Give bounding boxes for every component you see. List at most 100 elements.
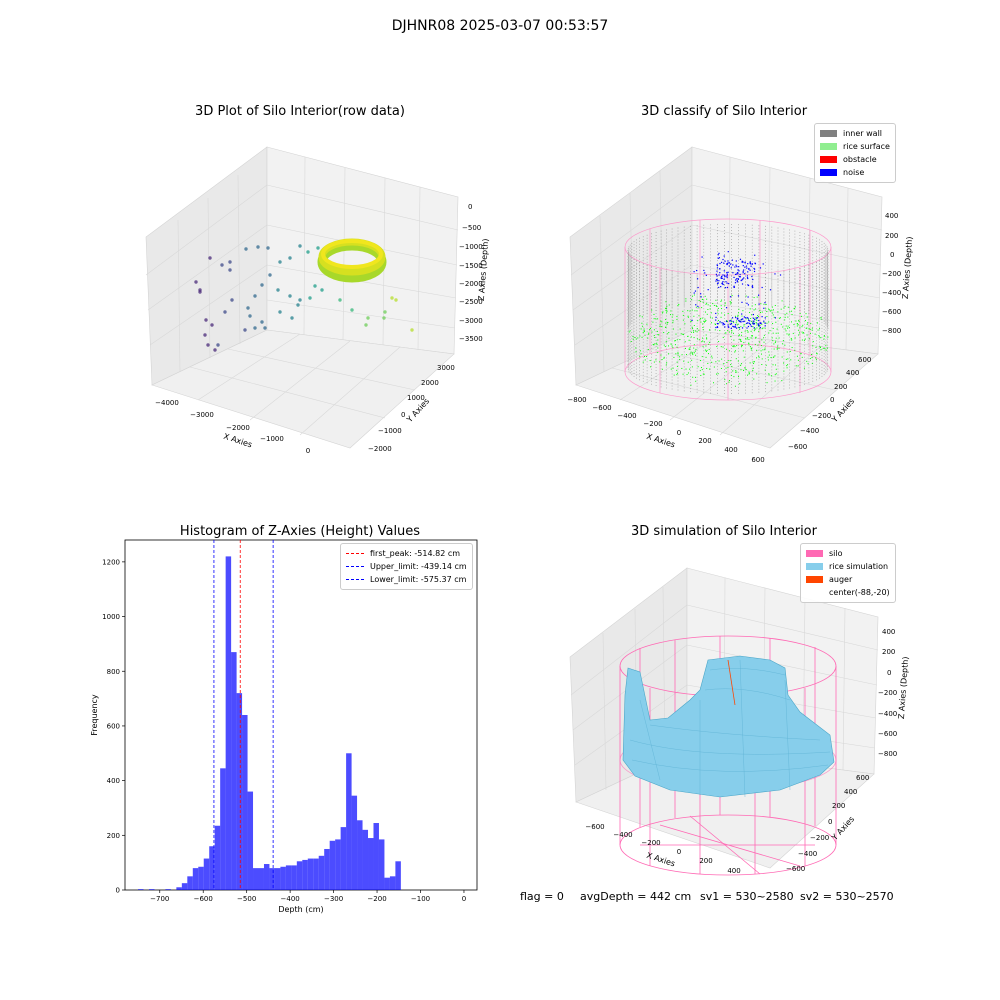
cls-xtick: 400 [724,446,737,454]
noise-point [735,264,737,266]
rice-surface-point [730,364,732,366]
raw-point [394,298,398,302]
rice-surface-point [786,367,788,369]
rice-surface-point [761,363,763,365]
rice-surface-point [747,331,749,333]
noise-point [763,307,765,309]
rice-surface-point [806,316,808,318]
rice-surface-point [701,298,703,300]
rice-surface-point [753,362,755,364]
rice-surface-point [827,336,829,338]
raw-point [313,284,317,288]
rice-surface-point [775,368,777,370]
noise-point [725,281,727,283]
noise-point [750,265,752,267]
rice-surface-point [644,356,646,358]
noise-point [733,285,735,287]
histogram-bar [231,652,237,890]
histogram-bar [138,889,144,890]
rice-surface-point [820,337,822,339]
rice-surface-point [692,376,694,378]
rice-surface-point [803,339,805,341]
rice-surface-point [775,340,777,342]
rice-surface-point [726,383,728,385]
rice-surface-point [675,353,677,355]
noise-point [705,274,707,276]
rice-surface-point [777,311,779,313]
noise-point [723,278,725,280]
rice-surface-point [750,320,752,322]
noise-point [736,266,738,268]
rice-surface-point [739,328,741,330]
rice-surface-point [700,318,702,320]
histogram-xtick-label: −200 [367,895,386,903]
rice-surface-point [694,330,696,332]
noise-point [719,321,721,323]
rice-surface-point [682,373,684,375]
rice-surface-point [726,348,728,350]
histogram-bar [389,876,396,890]
noise-point [718,257,721,259]
rice-surface-point [753,378,755,380]
noise-point [726,272,728,274]
classify-3d-plot[interactable]: −800 −600 −400 −200 0 200 400 600 −600 −… [560,130,920,470]
rice-surface-point [741,334,743,336]
raw-ytick: 1000 [407,394,425,402]
rice-surface-point [721,358,723,360]
rice-surface-point [794,337,796,339]
rice-surface-point [641,316,643,318]
rice-surface-point [774,374,776,376]
rice-surface-point [730,374,732,376]
rice-surface-point [749,362,751,364]
rice-surface-point [659,324,661,326]
rice-surface-point [696,310,698,312]
raw-point [263,326,267,330]
rice-surface-point [809,358,811,360]
rice-surface-point [741,344,743,346]
noise-point [752,286,754,288]
raw-3d-plot[interactable]: −4000 −3000 −2000 −1000 0 −2000 −1000 0 … [140,130,500,470]
rice-surface-point [756,296,758,298]
histogram-chart[interactable]: −700 −600 −500 −400 −300 −200 −100 0 0 200 400 600 8… [80,530,490,920]
histogram-bar [291,865,297,890]
rice-surface-point [768,374,770,376]
rice-surface-point [742,310,744,312]
rice-surface-point [680,333,682,335]
cls-ztick: 200 [885,232,898,240]
histogram-bar [165,889,171,890]
simulation-3d-plot[interactable]: −600 −400 −200 0 200 400 −600 −400 −200 … [560,550,920,880]
rice-surface-point [747,337,749,339]
noise-point [724,276,726,278]
noise-point [747,317,749,319]
rice-surface-point [811,357,813,359]
rice-surface-point [701,317,703,319]
rice-surface-point [672,347,674,349]
rice-surface-point [676,369,678,371]
rice-surface-point [699,319,701,321]
rice-surface-point [758,355,760,357]
raw-point [253,294,257,298]
rice-surface-point [632,338,634,340]
rice-surface-point [781,380,783,382]
rice-surface-point [687,372,689,374]
rice-surface-point [693,337,695,339]
rice-surface-point [771,306,773,308]
rice-surface-point [755,319,757,321]
rice-surface-point [775,373,777,375]
rice-surface-point [653,335,655,337]
rice-surface-point [676,372,678,374]
histogram-bar [187,876,193,890]
rice-surface-point [666,312,668,314]
rice-surface-point [662,311,664,313]
noise-point [722,324,724,326]
rice-surface-point [793,324,795,326]
rice-surface-point [737,323,739,325]
rice-surface-point [672,367,674,369]
rice-surface-point [735,322,737,324]
rice-surface-point [657,352,659,354]
rice-surface-point [826,347,828,349]
rice-surface-point [798,320,800,322]
rice-surface-point [815,359,817,361]
raw-point [276,288,280,292]
rice-surface-point [726,320,728,322]
